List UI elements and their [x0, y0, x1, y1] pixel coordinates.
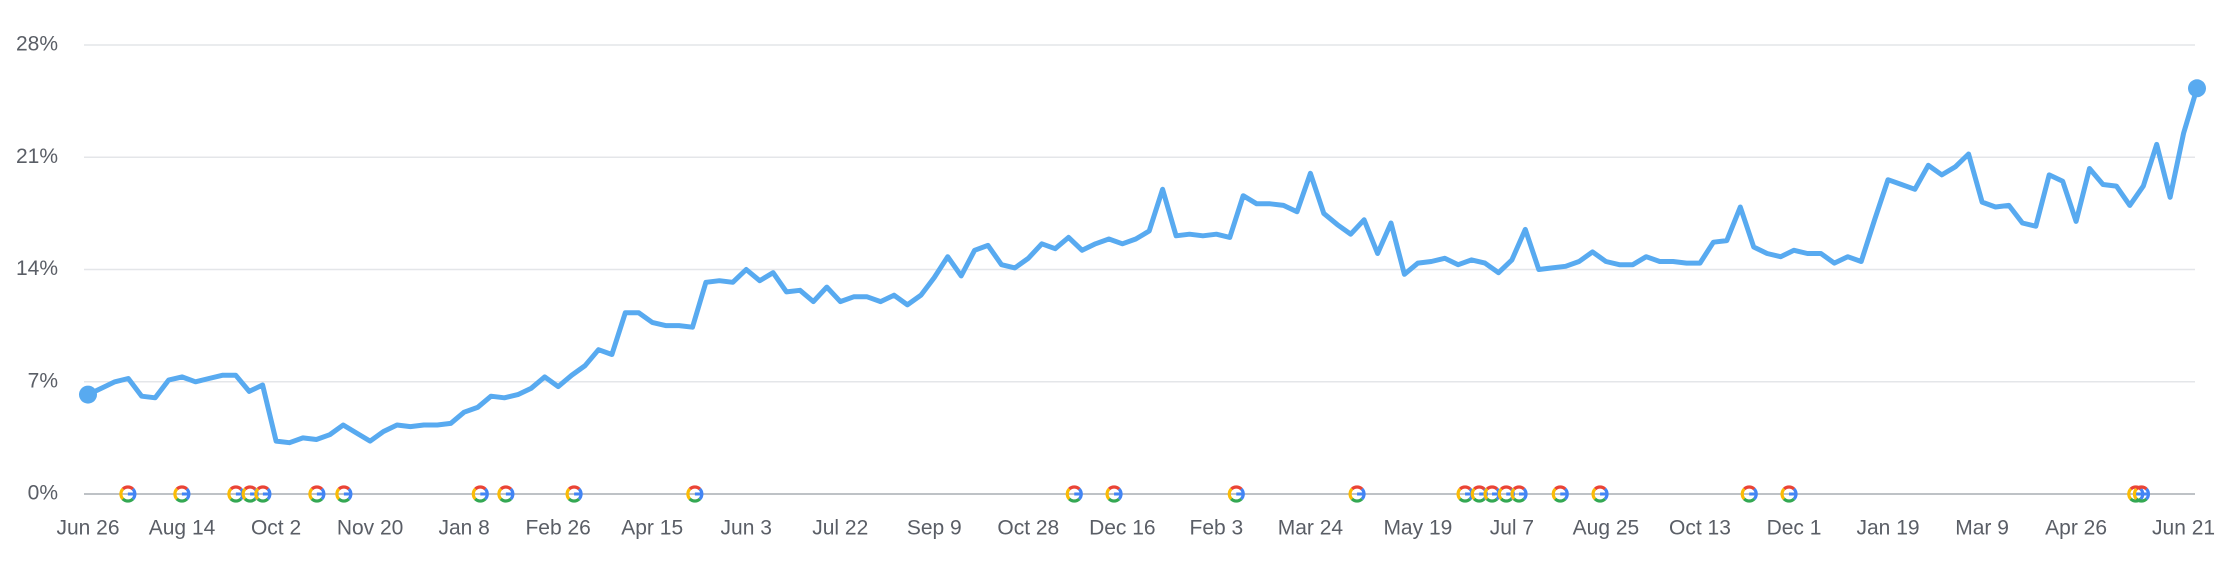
x-tick-label: Jul 7	[1490, 517, 1534, 540]
x-tick-label: Apr 26	[2045, 517, 2107, 540]
x-tick-label: Feb 26	[525, 517, 590, 540]
icon-arc	[335, 485, 353, 503]
x-tick-label: Jul 22	[812, 517, 868, 540]
google-update-icon	[1105, 485, 1123, 503]
x-tick-label: Dec 16	[1089, 517, 1156, 540]
y-tick-label: 0%	[28, 482, 58, 505]
google-update-icon	[471, 485, 489, 503]
icon-arc	[565, 485, 583, 503]
google-update-icon	[1780, 485, 1798, 503]
data-line	[85, 85, 2200, 446]
icon-arc	[227, 485, 245, 503]
x-tick-label: Aug 14	[149, 517, 216, 540]
google-update-icon	[1551, 485, 1569, 503]
y-tick-label: 21%	[16, 145, 58, 168]
google-update-icon	[308, 485, 326, 503]
google-update-icon	[1510, 485, 1528, 503]
x-tick-label: Aug 25	[1573, 517, 1640, 540]
x-tick-label: Jun 21	[2152, 517, 2215, 540]
google-update-icon	[565, 485, 583, 503]
google-update-icon	[1470, 485, 1488, 503]
google-update-icon	[1065, 485, 1083, 503]
google-update-icon	[686, 485, 704, 503]
x-tick-label: Jun 26	[56, 517, 119, 540]
icon-arc	[686, 485, 704, 503]
x-tick-label: Apr 15	[621, 517, 683, 540]
x-tick-label: Oct 2	[251, 517, 301, 540]
google-update-icon	[1591, 485, 1609, 503]
google-update-icon	[119, 485, 137, 503]
google-update-icon	[335, 485, 353, 503]
google-update-icon	[241, 485, 259, 503]
x-tick-label: Jan 19	[1857, 517, 1920, 540]
end-marker	[79, 385, 97, 404]
end-marker	[2188, 79, 2206, 98]
x-tick-label: Oct 28	[997, 517, 1059, 540]
google-update-icon	[254, 485, 272, 503]
icon-arc	[254, 485, 272, 503]
google-update-icon	[2132, 485, 2151, 503]
y-tick-label: 14%	[16, 257, 58, 280]
x-tick-label: Feb 3	[1190, 517, 1244, 540]
icon-arc	[241, 485, 259, 503]
google-update-icon	[1227, 485, 1245, 503]
google-update-icon	[227, 485, 245, 503]
x-tick-label: Jun 3	[721, 517, 772, 540]
x-tick-label: May 19	[1383, 517, 1452, 540]
google-update-icon	[1348, 485, 1366, 503]
icon-arc	[497, 485, 515, 503]
x-tick-label: Mar 24	[1278, 517, 1344, 540]
x-tick-label: Sep 9	[907, 517, 962, 540]
x-tick-label: Mar 9	[1955, 517, 2009, 540]
icon-arc	[119, 485, 137, 503]
icon-arc	[308, 485, 326, 503]
y-tick-label: 28%	[16, 33, 58, 56]
x-tick-label: Dec 1	[1767, 517, 1822, 540]
google-update-icon	[173, 485, 191, 503]
google-update-icon	[1456, 485, 1474, 503]
x-tick-label: Oct 13	[1669, 517, 1731, 540]
google-update-icon	[497, 485, 515, 503]
google-update-icon	[2127, 485, 2145, 503]
icon-arc	[471, 485, 489, 503]
google-update-icon	[1483, 485, 1501, 503]
icon-arc	[173, 485, 191, 503]
google-update-icon	[1740, 485, 1758, 503]
x-tick-label: Nov 20	[337, 517, 404, 540]
x-tick-label: Jan 8	[438, 517, 489, 540]
y-tick-label: 7%	[28, 369, 58, 392]
